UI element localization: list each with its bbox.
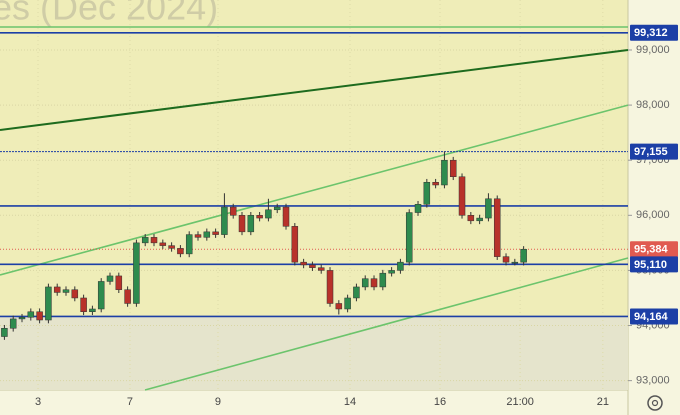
candle-body xyxy=(432,181,439,186)
x-tick-label: 16 xyxy=(434,396,446,408)
level-label-box xyxy=(630,143,678,160)
level-label-box xyxy=(630,256,678,273)
x-tick-label: 21 xyxy=(597,396,609,408)
candle-body xyxy=(221,206,228,235)
candle-body xyxy=(115,275,123,290)
candle-body xyxy=(458,176,466,216)
candle-body xyxy=(238,215,246,233)
level-label: 95,384 xyxy=(634,244,669,256)
y-tick-label: 93,000 xyxy=(636,375,670,387)
candle-body xyxy=(273,206,281,211)
time-axis-background xyxy=(0,390,628,415)
level-label: 94,164 xyxy=(634,311,669,323)
candle-body xyxy=(97,281,105,310)
candle-body xyxy=(229,206,237,216)
level-label: 95,110 xyxy=(634,259,667,271)
candle-body xyxy=(414,204,422,213)
trendline xyxy=(0,48,629,131)
candle-body xyxy=(282,206,290,227)
candle-body xyxy=(124,289,131,304)
candle-body xyxy=(203,231,211,238)
candle-body xyxy=(265,209,272,219)
candle-body xyxy=(291,226,299,263)
candle-body xyxy=(317,267,325,271)
level-label-box xyxy=(630,308,678,325)
price-axis-background xyxy=(628,0,680,415)
candle-body xyxy=(45,286,52,321)
candle-body xyxy=(9,318,17,329)
candle-body xyxy=(159,242,167,246)
candle-body xyxy=(335,303,343,310)
candle-body xyxy=(36,311,43,321)
trendline xyxy=(144,257,629,391)
candle-body xyxy=(53,286,61,293)
candle-body xyxy=(467,215,475,222)
candle-body xyxy=(441,159,448,186)
candle-body xyxy=(89,308,96,312)
candle-body xyxy=(247,215,255,233)
candle-body xyxy=(485,198,492,219)
candle-body xyxy=(168,245,175,249)
candle-body xyxy=(80,297,87,312)
y-tick-label: 99,000 xyxy=(636,44,670,56)
candle-body xyxy=(18,317,26,320)
candle-body xyxy=(405,212,413,263)
watermark: es (Dec 2024) xyxy=(0,0,218,28)
candle-body xyxy=(326,270,334,304)
x-tick-label: 14 xyxy=(344,396,356,408)
candle-body xyxy=(493,198,501,257)
candle-body xyxy=(353,286,360,299)
level-label: 99,312 xyxy=(634,27,668,39)
candle-body xyxy=(256,215,263,219)
candle-body xyxy=(300,261,307,266)
candle-body xyxy=(361,278,369,288)
candle-body xyxy=(212,231,219,235)
zone xyxy=(0,316,628,390)
level-label-box xyxy=(630,24,678,41)
candle-body xyxy=(194,234,202,238)
candle-body xyxy=(27,311,35,318)
candle-body xyxy=(185,234,193,255)
candle-body xyxy=(106,275,114,282)
candle-body xyxy=(511,261,519,264)
x-tick-label: 9 xyxy=(215,396,221,408)
candle-body xyxy=(141,237,149,244)
y-tick-label: 96,000 xyxy=(636,209,670,221)
candle-body xyxy=(62,289,70,293)
candle-body xyxy=(520,249,527,263)
candle-body xyxy=(177,248,184,255)
candle-body xyxy=(423,181,431,205)
candle-body xyxy=(449,159,457,177)
candle-body xyxy=(397,261,404,271)
x-tick-label: 3 xyxy=(35,396,41,408)
candle-body xyxy=(133,242,140,304)
candle-body xyxy=(476,217,483,222)
y-tick-label: 98,000 xyxy=(636,99,670,111)
candle-body xyxy=(379,272,387,288)
candle-body xyxy=(1,328,8,337)
level-label-box xyxy=(630,241,678,258)
candle-body xyxy=(309,264,316,268)
candle-body xyxy=(502,256,510,263)
x-tick-label: 21:00 xyxy=(506,396,534,408)
candle-body xyxy=(388,270,395,274)
trendline xyxy=(0,104,629,276)
candle-body xyxy=(71,289,79,299)
settings-icon[interactable] xyxy=(647,395,663,411)
candle-body xyxy=(344,297,351,310)
level-label: 97,155 xyxy=(634,146,668,158)
x-tick-label: 7 xyxy=(127,396,133,408)
candle-body xyxy=(370,278,378,288)
candle-body xyxy=(150,237,158,244)
